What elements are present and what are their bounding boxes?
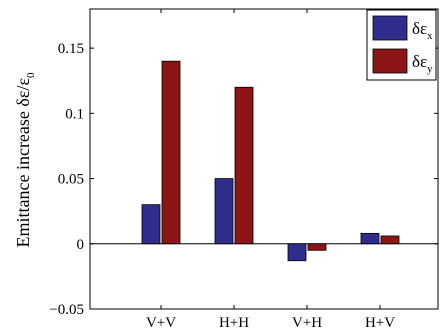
x-tick-label: V+H (292, 315, 322, 331)
legend: δεx δεy (366, 9, 437, 81)
legend-label-x-sub: x (427, 30, 433, 42)
legend-label-y: δεy (412, 52, 433, 75)
x-axis-ticks: V+V H+H V+H H+V (146, 9, 395, 331)
x-tick-label: V+V (146, 315, 176, 331)
y-axis-label-subscript: 0 (25, 72, 37, 78)
legend-label-x: δεx (412, 19, 433, 42)
bar-x-hplush (214, 178, 234, 245)
y-tick-label: 0.15 (58, 41, 84, 57)
bar-x-vplusv (141, 204, 161, 245)
y-tick-label: 0 (77, 237, 85, 253)
bar-x-vplush (287, 243, 307, 262)
y-tick-label: −0.05 (49, 302, 84, 318)
y-axis-ticks: −0.05 0 0.05 0.1 0.15 (49, 41, 438, 318)
legend-label-y-sub: y (427, 63, 433, 75)
bar-y-vplusv (161, 60, 181, 245)
x-tick-label: H+V (365, 315, 395, 331)
y-tick-label: 0.1 (65, 106, 84, 122)
legend-label-y-base: δε (412, 52, 427, 71)
y-axis-label: Emittance increase δε/ε0 (13, 72, 37, 248)
x-tick-label: H+H (219, 315, 249, 331)
legend-label-x-base: δε (412, 19, 427, 38)
bars-group (141, 60, 400, 262)
y-axis-label-main: Emittance increase δε/ε (13, 78, 33, 248)
bar-y-hplush (234, 86, 254, 245)
legend-swatch-x (372, 15, 408, 41)
legend-swatch-y (372, 48, 408, 74)
bar-x-hplusv (360, 232, 380, 245)
bar-y-hplusv (380, 235, 400, 245)
y-tick-label: 0.05 (58, 172, 84, 188)
bar-y-vplush (307, 243, 327, 251)
